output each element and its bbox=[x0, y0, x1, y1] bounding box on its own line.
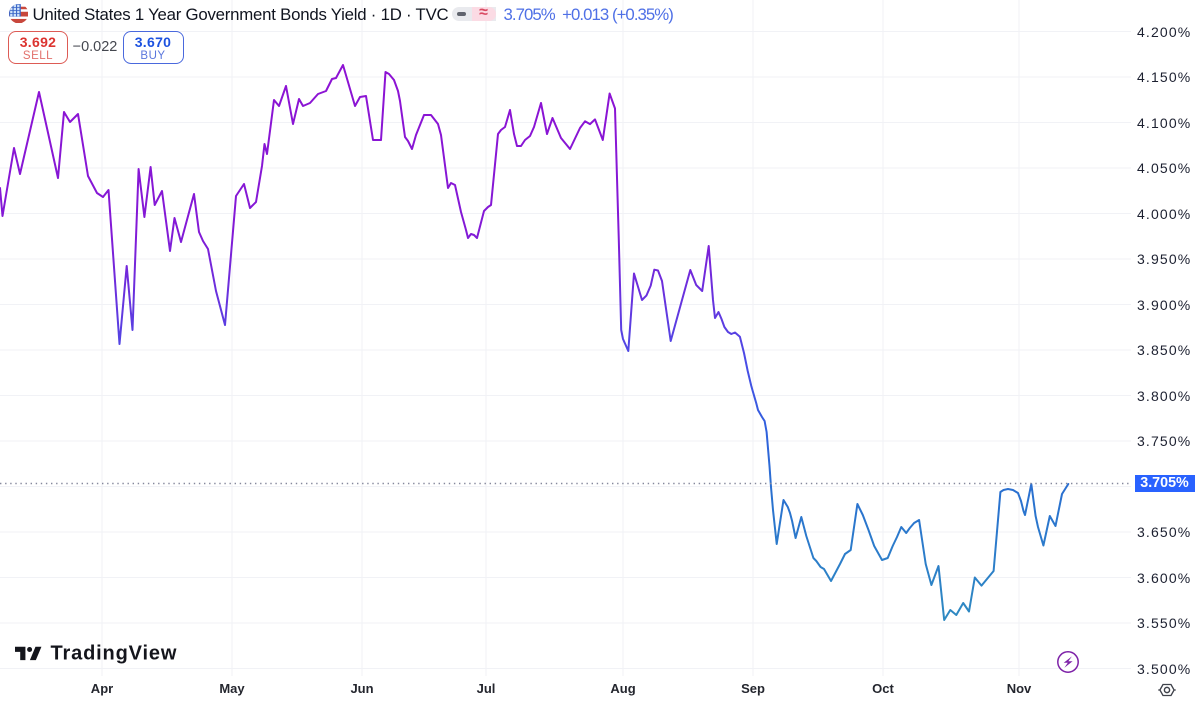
svg-text:TradingView: TradingView bbox=[51, 643, 178, 665]
